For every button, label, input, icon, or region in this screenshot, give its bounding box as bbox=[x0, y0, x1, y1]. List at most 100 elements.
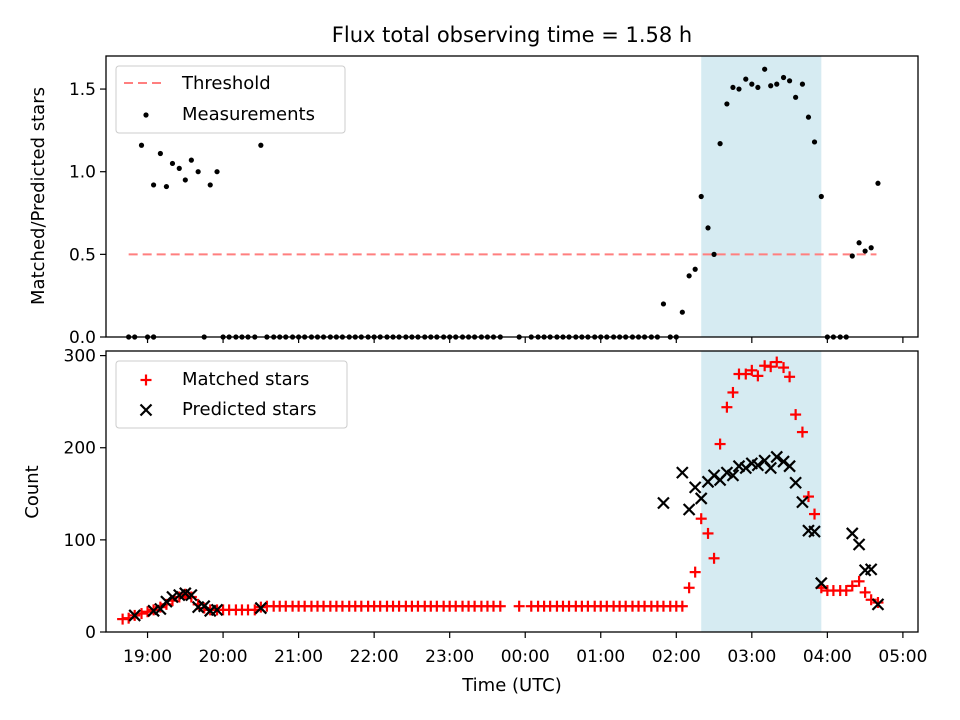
matched-star-point bbox=[802, 491, 814, 503]
measurement-point bbox=[157, 150, 163, 157]
measurement-point bbox=[163, 183, 170, 190]
predicted-star-point bbox=[254, 601, 268, 615]
matched-star-point bbox=[695, 513, 707, 525]
matched-star-point bbox=[676, 600, 688, 612]
measurement-point bbox=[762, 66, 768, 72]
measurement-point bbox=[711, 251, 717, 257]
measurement-point bbox=[169, 160, 176, 167]
predicted-star-point-b bbox=[726, 469, 740, 482]
predicted-star-point bbox=[128, 609, 141, 622]
predicted-star-point-b bbox=[745, 457, 759, 470]
measurement-point bbox=[743, 76, 749, 82]
measurement-point bbox=[856, 240, 862, 246]
measurement-point bbox=[150, 182, 157, 188]
measurement-point bbox=[749, 81, 755, 87]
top-plot-frame bbox=[105, 55, 919, 338]
measurement-point bbox=[692, 266, 698, 272]
predicted-star-point-b bbox=[802, 524, 815, 537]
predicted-star-point-b bbox=[210, 603, 224, 617]
measurement-point bbox=[780, 74, 787, 81]
legend-predicted-stars-swatch bbox=[139, 403, 153, 417]
top-y-tick-label: 0.0 bbox=[69, 328, 96, 348]
matched-star-point bbox=[859, 586, 871, 598]
bottom-legend: Matched stars Predicted stars bbox=[115, 360, 348, 429]
predicted-star-point bbox=[815, 576, 828, 590]
bottom-panel: 0 100 200 300 19:00 20:00 21:00 22:00 23:00 00:0… bbox=[22, 347, 927, 696]
predicted-star-point-b bbox=[185, 588, 198, 602]
matched-star-point bbox=[784, 371, 796, 383]
predicted-star-point-b bbox=[720, 466, 734, 479]
matched-star-point bbox=[727, 386, 739, 398]
predicted-star-point bbox=[871, 598, 885, 611]
bottom-observing-window-shade bbox=[701, 351, 822, 632]
predicted-star-point-b bbox=[254, 601, 268, 615]
predicted-star-point bbox=[846, 527, 859, 540]
matched-star-point bbox=[840, 585, 852, 597]
predicted-star-point bbox=[751, 458, 765, 472]
predicted-stars-series bbox=[128, 450, 885, 622]
measurement-point bbox=[805, 114, 812, 120]
predicted-star-point-b bbox=[758, 454, 771, 467]
predicted-star-point-b bbox=[688, 481, 702, 494]
top-legend-frame bbox=[115, 65, 346, 134]
measurement-point bbox=[875, 180, 881, 186]
matched-star-point bbox=[765, 361, 777, 373]
measurement-point bbox=[705, 225, 711, 231]
measurement-point bbox=[811, 139, 818, 145]
measurement-point bbox=[849, 253, 855, 259]
predicted-star-point-b bbox=[179, 587, 192, 600]
top-y-tick-label: 0.5 bbox=[69, 245, 96, 265]
measurement-point bbox=[138, 142, 145, 148]
predicted-star-point-b bbox=[732, 459, 746, 473]
top-y-axis-label: Matched/Predicted stars bbox=[28, 87, 49, 305]
bottom-plot-frame bbox=[105, 350, 919, 633]
bottom-x-axis-ticks: 19:00 20:00 21:00 22:00 23:00 00:00 01:00 02:00… bbox=[123, 632, 927, 667]
predicted-star-point bbox=[770, 450, 784, 464]
measurement-point bbox=[679, 309, 685, 315]
x-tick-label: 02:00 bbox=[652, 647, 701, 667]
measurement-point bbox=[176, 165, 182, 171]
matched-star-point bbox=[714, 438, 726, 450]
predicted-star-point bbox=[210, 603, 224, 617]
measurement-point bbox=[774, 81, 780, 87]
predicted-star-point bbox=[796, 495, 809, 509]
measurement-point bbox=[862, 248, 868, 254]
matched-star-point bbox=[513, 600, 525, 612]
matched-star-point bbox=[771, 356, 783, 368]
predicted-star-point-b bbox=[770, 450, 784, 464]
predicted-star-point-b bbox=[864, 563, 878, 576]
legend-predicted-marker-b bbox=[139, 403, 153, 417]
x-tick-label: 04:00 bbox=[803, 647, 852, 667]
measurement-point bbox=[698, 193, 704, 200]
legend-matched-stars-label: Matched stars bbox=[182, 369, 309, 390]
matched-star-point bbox=[809, 508, 821, 520]
bottom-y-axis-ticks: 0 100 200 300 bbox=[64, 347, 106, 643]
predicted-star-point bbox=[726, 469, 740, 482]
top-y-tick-label: 1.0 bbox=[69, 163, 96, 183]
measurement-point bbox=[214, 169, 220, 175]
matched-star-point bbox=[708, 552, 720, 564]
measurement-point bbox=[868, 245, 874, 251]
predicted-star-point bbox=[676, 466, 689, 479]
bottom-y-tick-label: 200 bbox=[64, 439, 96, 459]
top-legend: Threshold Measurements bbox=[115, 65, 346, 134]
predicted-star-point-b bbox=[676, 466, 689, 479]
predicted-star-point bbox=[764, 461, 777, 475]
matched-star-point bbox=[853, 575, 865, 587]
predicted-star-point bbox=[682, 503, 696, 516]
measurement-point bbox=[755, 84, 761, 91]
predicted-star-point-b bbox=[846, 527, 859, 540]
legend-predicted-stars-label: Predicted stars bbox=[182, 399, 316, 420]
x-tick-label: 03:00 bbox=[727, 647, 776, 667]
legend-matched-marker bbox=[140, 374, 152, 386]
bottom-y-tick-label: 300 bbox=[64, 347, 96, 367]
matched-star-point bbox=[683, 582, 695, 594]
matched-star-point bbox=[494, 600, 506, 612]
predicted-star-point-b bbox=[764, 461, 777, 475]
matched-star-point bbox=[752, 370, 764, 382]
measurement-point bbox=[195, 169, 201, 175]
bottom-y-tick-label: 0 bbox=[85, 623, 96, 643]
legend-matched-stars-swatch bbox=[140, 374, 152, 386]
x-tick-label: 01:00 bbox=[576, 647, 625, 667]
matched-star-point bbox=[721, 401, 733, 413]
